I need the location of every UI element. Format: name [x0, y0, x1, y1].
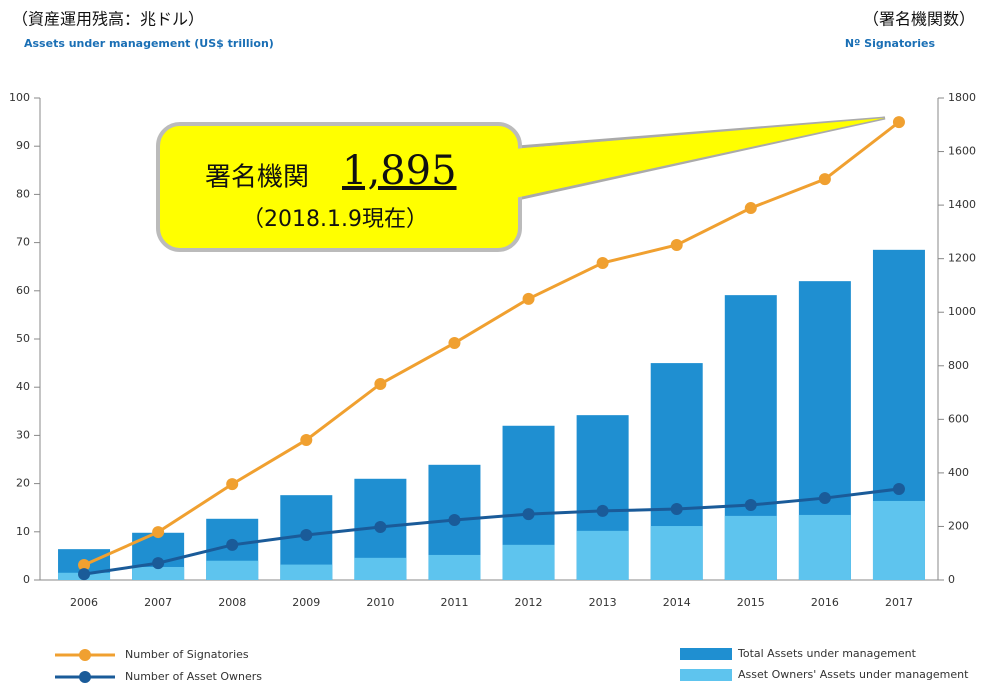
x-tick-label: 2017: [885, 596, 913, 609]
point: [374, 520, 387, 533]
y-tick-label: 90: [16, 139, 30, 152]
y2-tick-label: 1800: [948, 91, 976, 104]
callout-text: 署名機関: [205, 163, 309, 193]
point: [744, 499, 757, 512]
point: [596, 256, 609, 269]
y2-tick-label: 1600: [948, 145, 976, 158]
point: [818, 492, 831, 505]
point: [744, 202, 757, 215]
point: [596, 504, 609, 517]
bar: [132, 566, 185, 580]
y-tick-label: 70: [16, 236, 30, 249]
x-tick-label: 2013: [589, 596, 617, 609]
y-tick-label: 80: [16, 187, 30, 200]
bar: [502, 544, 555, 580]
callout-note: （2018.1.9現在）: [242, 207, 428, 232]
bar: [576, 530, 629, 580]
legend-marker: [79, 671, 91, 683]
legend-marker: [79, 649, 91, 661]
point: [522, 292, 535, 305]
point: [78, 559, 91, 572]
y2-label-ja: （署名機関数）: [863, 10, 975, 29]
point: [892, 482, 905, 495]
legend-label: Number of Asset Owners: [125, 670, 262, 683]
bar: [724, 515, 777, 580]
legend-swatch: [680, 669, 732, 681]
y2-tick-label: 1200: [948, 252, 976, 265]
legend-label: Number of Signatories: [125, 648, 249, 661]
point: [78, 568, 91, 581]
legend-label: Total Assets under management: [737, 647, 917, 660]
bar: [354, 557, 407, 580]
y2-tick-label: 0: [948, 573, 955, 586]
x-tick-label: 2006: [70, 596, 98, 609]
point: [522, 508, 535, 521]
y-tick-label: 0: [23, 573, 30, 586]
x-tick-label: 2015: [737, 596, 765, 609]
point: [152, 557, 165, 570]
plot: 0102030405060708090100020040060080010001…: [9, 91, 976, 683]
y-tick-label: 20: [16, 477, 30, 490]
point: [448, 514, 461, 527]
line: [83, 120, 900, 567]
point: [892, 116, 905, 129]
x-tick-label: 2014: [663, 596, 691, 609]
x-tick-label: 2010: [366, 596, 394, 609]
bar: [872, 500, 925, 580]
point: [152, 526, 165, 539]
point: [374, 377, 387, 390]
legend-label: Asset Owners' Assets under management: [738, 668, 969, 681]
y-tick-label: 100: [9, 91, 30, 104]
y-tick-label: 10: [16, 525, 30, 538]
callout-number: 1,895: [342, 148, 457, 194]
y2-label-en: Nº Signatories: [845, 37, 936, 50]
x-tick-label: 2011: [440, 596, 468, 609]
bar: [428, 554, 481, 580]
x-tick-label: 2012: [515, 596, 543, 609]
point: [300, 529, 313, 542]
point: [670, 239, 683, 252]
y2-tick-label: 400: [948, 466, 969, 479]
line: [83, 487, 900, 576]
point: [226, 538, 239, 551]
y2-tick-label: 1000: [948, 305, 976, 318]
x-tick-label: 2008: [218, 596, 246, 609]
x-tick-label: 2016: [811, 596, 839, 609]
x-tick-label: 2007: [144, 596, 172, 609]
y-tick-label: 40: [16, 380, 30, 393]
callout: 署名機関 1,895 （2018.1.9現在）: [156, 116, 886, 252]
point: [448, 337, 461, 350]
y-tick-label: 30: [16, 428, 30, 441]
y-label-en: Assets under management (US$ trillion): [24, 37, 274, 50]
bar: [798, 514, 851, 580]
point: [818, 173, 831, 186]
y-label-ja: （資産運用残高：兆ドル）: [12, 10, 204, 29]
bar: [206, 560, 259, 580]
y-tick-label: 60: [16, 284, 30, 297]
bar: [650, 526, 703, 580]
point: [226, 478, 239, 491]
y2-tick-label: 200: [948, 519, 969, 532]
y-tick-label: 50: [16, 332, 30, 345]
callout-pointer-fill: [478, 118, 885, 203]
y2-tick-label: 800: [948, 359, 969, 372]
x-tick-label: 2009: [292, 596, 320, 609]
y2-tick-label: 600: [948, 412, 969, 425]
legend-swatch: [680, 648, 732, 660]
point: [670, 503, 683, 516]
point: [300, 433, 313, 446]
bar: [280, 564, 333, 580]
y2-tick-label: 1400: [948, 198, 976, 211]
